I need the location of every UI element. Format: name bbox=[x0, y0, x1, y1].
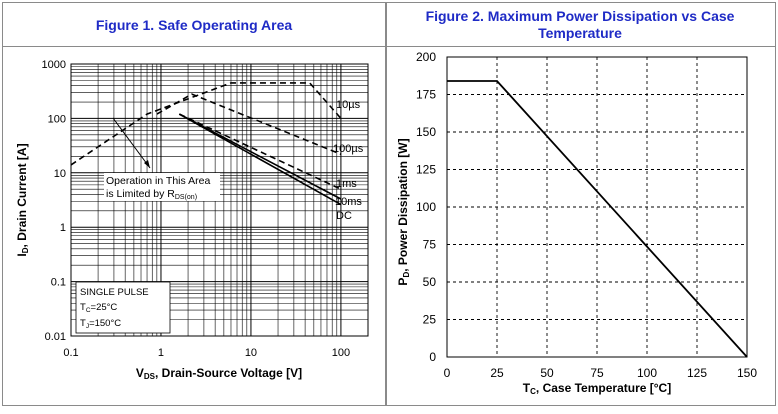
pulse-label: SINGLE PULSE bbox=[80, 287, 149, 298]
soa-y-tick-label: 0.1 bbox=[51, 277, 66, 289]
pd-curves bbox=[447, 80, 748, 358]
soa-y-tick-label: 100 bbox=[48, 113, 66, 125]
pd-x-tick-label: 150 bbox=[737, 366, 757, 380]
pd-y-tick-label: 175 bbox=[416, 88, 436, 102]
pd-y-tick-label: 50 bbox=[423, 275, 437, 289]
figure1-title: Figure 1. Safe Operating Area bbox=[96, 17, 293, 33]
pd-y-tick-label: 0 bbox=[429, 350, 436, 364]
soa-y-tick-label: 1000 bbox=[42, 59, 66, 71]
rds-annotation-box bbox=[104, 173, 220, 201]
pd-x-tick-label: 125 bbox=[687, 366, 707, 380]
pd-y-tick-label: 25 bbox=[423, 313, 437, 327]
pd-tick-labels: 0 25 50 75 100 125 150 0 25 50 75 100 125 150 175 200 bbox=[416, 50, 757, 380]
pd-y-tick-label: 75 bbox=[423, 238, 437, 252]
soa-label-1ms: 1ms bbox=[336, 178, 357, 190]
tj-condition: TJ=150°C bbox=[80, 318, 121, 330]
soa-x-tick-label: 1 bbox=[158, 347, 164, 359]
soa-label-dc: DC bbox=[336, 210, 352, 222]
soa-x-tick-label: 10 bbox=[245, 347, 257, 359]
soa-x-tick-label: 100 bbox=[332, 347, 350, 359]
rds-annotation-sub: DS(on) bbox=[175, 194, 197, 201]
rds-annotation-line1: Operation in This Area bbox=[106, 175, 210, 187]
pd-y-tick-label: 150 bbox=[416, 125, 436, 139]
pd-curve-line bbox=[447, 80, 748, 358]
pd-x-axis-label: TC, Case Temperature [°C] bbox=[523, 381, 671, 396]
soa-label-10ms: 10ms bbox=[335, 196, 362, 208]
pd-y-tick-label: 200 bbox=[416, 50, 436, 64]
rds-annotation-arrow bbox=[112, 117, 151, 169]
soa-curves bbox=[70, 82, 342, 206]
soa-x-tick-label: 0.1 bbox=[63, 347, 78, 359]
soa-curve-100us bbox=[156, 93, 342, 155]
soa-y-tick-label: 1 bbox=[60, 222, 66, 234]
pd-x-tick-label: 75 bbox=[590, 366, 604, 380]
soa-curve-10us bbox=[70, 82, 342, 166]
soa-y-tick-label: 0.01 bbox=[45, 331, 66, 343]
soa-label-100us: 100µs bbox=[333, 143, 364, 155]
soa-curve-10ms bbox=[178, 113, 342, 200]
soa-y-tick-label: 10 bbox=[54, 168, 66, 180]
rds-arrow-head bbox=[144, 160, 150, 168]
soa-x-axis-label: VDS, Drain-Source Voltage [V] bbox=[136, 366, 302, 381]
rds-annotation-text: is Limited by R bbox=[106, 188, 175, 200]
figure2-panel-border bbox=[386, 2, 776, 406]
pd-grid bbox=[447, 57, 747, 357]
soa-tick-labels: 0.1 1 10 100 0.01 0.1 1 10 100 1000 bbox=[42, 59, 351, 359]
pd-x-tick-label: 50 bbox=[540, 366, 554, 380]
pd-y-tick-label: 125 bbox=[416, 163, 436, 177]
soa-y-axis-label: ID, Drain Current [A] bbox=[15, 143, 30, 256]
power-derating-chart: 0 25 50 75 100 125 150 0 25 50 75 100 125 150 175 200 T… bbox=[396, 50, 757, 396]
soa-curve-dc bbox=[178, 113, 342, 206]
figure2-title-line2: Temperature bbox=[538, 25, 622, 41]
figure1-panel-border bbox=[2, 2, 386, 406]
pd-x-tick-label: 25 bbox=[490, 366, 504, 380]
soa-chart: 0.1 1 10 100 0.01 0.1 1 10 100 1000 10µs 100µs 1m… bbox=[15, 59, 369, 381]
pd-y-axis-label: PD, Power Dissipation [W] bbox=[396, 138, 411, 285]
rds-annotation-line2: is Limited by RDS(on) bbox=[106, 188, 197, 201]
figure2-title-line1: Figure 2. Maximum Power Dissipation vs C… bbox=[426, 8, 735, 24]
pd-x-tick-label: 100 bbox=[637, 366, 657, 380]
pulse-conditions-box bbox=[75, 281, 171, 334]
tc-condition: TC=25°C bbox=[80, 302, 117, 314]
soa-label-10us: 10µs bbox=[336, 99, 361, 111]
pd-x-tick-label: 0 bbox=[444, 366, 451, 380]
pd-y-tick-label: 100 bbox=[416, 200, 436, 214]
